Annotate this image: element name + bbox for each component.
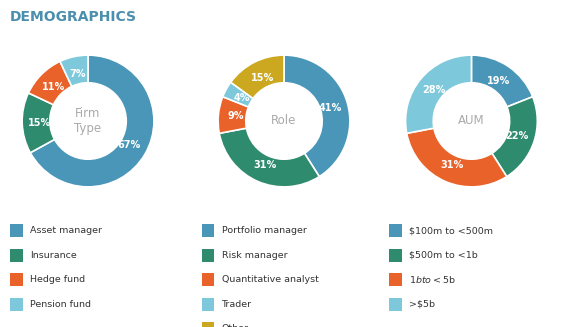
Wedge shape (30, 55, 154, 187)
Wedge shape (231, 55, 284, 98)
Text: 31%: 31% (441, 160, 464, 170)
Text: Trader: Trader (222, 300, 252, 309)
Wedge shape (284, 55, 350, 177)
Text: Firm
Type: Firm Type (74, 107, 102, 135)
Wedge shape (407, 128, 507, 187)
Text: Risk manager: Risk manager (222, 250, 287, 260)
Text: $500m to <1b: $500m to <1b (409, 250, 478, 260)
Text: 41%: 41% (319, 103, 342, 112)
Text: 9%: 9% (228, 112, 244, 121)
Text: Insurance: Insurance (30, 250, 77, 260)
Text: $100m to <500m: $100m to <500m (409, 226, 493, 235)
Wedge shape (219, 128, 319, 187)
Text: Quantitative analyst: Quantitative analyst (222, 275, 319, 284)
Text: 28%: 28% (423, 85, 446, 95)
Text: Asset manager: Asset manager (30, 226, 102, 235)
Text: 4%: 4% (233, 93, 250, 103)
Text: 19%: 19% (487, 76, 510, 86)
Text: Role: Role (272, 114, 296, 128)
Text: 22%: 22% (506, 131, 529, 141)
Text: 11%: 11% (43, 82, 66, 92)
Text: 67%: 67% (118, 141, 141, 150)
Text: Other: Other (222, 324, 249, 327)
Text: 7%: 7% (69, 69, 86, 79)
Text: 15%: 15% (28, 117, 52, 128)
Text: >$5b: >$5b (409, 300, 435, 309)
Text: $1b to <$5b: $1b to <$5b (409, 274, 456, 285)
Text: DEMOGRAPHICS: DEMOGRAPHICS (10, 10, 137, 24)
Wedge shape (223, 82, 253, 107)
Wedge shape (22, 93, 55, 153)
Wedge shape (28, 61, 72, 105)
Wedge shape (492, 97, 537, 177)
Wedge shape (471, 55, 533, 107)
Wedge shape (406, 55, 471, 133)
Wedge shape (218, 97, 248, 133)
Text: Pension fund: Pension fund (30, 300, 91, 309)
Text: 31%: 31% (253, 160, 277, 170)
Text: 15%: 15% (250, 73, 274, 83)
Text: AUM: AUM (458, 114, 485, 128)
Text: Portfolio manager: Portfolio manager (222, 226, 306, 235)
Text: Hedge fund: Hedge fund (30, 275, 85, 284)
Wedge shape (60, 55, 88, 86)
